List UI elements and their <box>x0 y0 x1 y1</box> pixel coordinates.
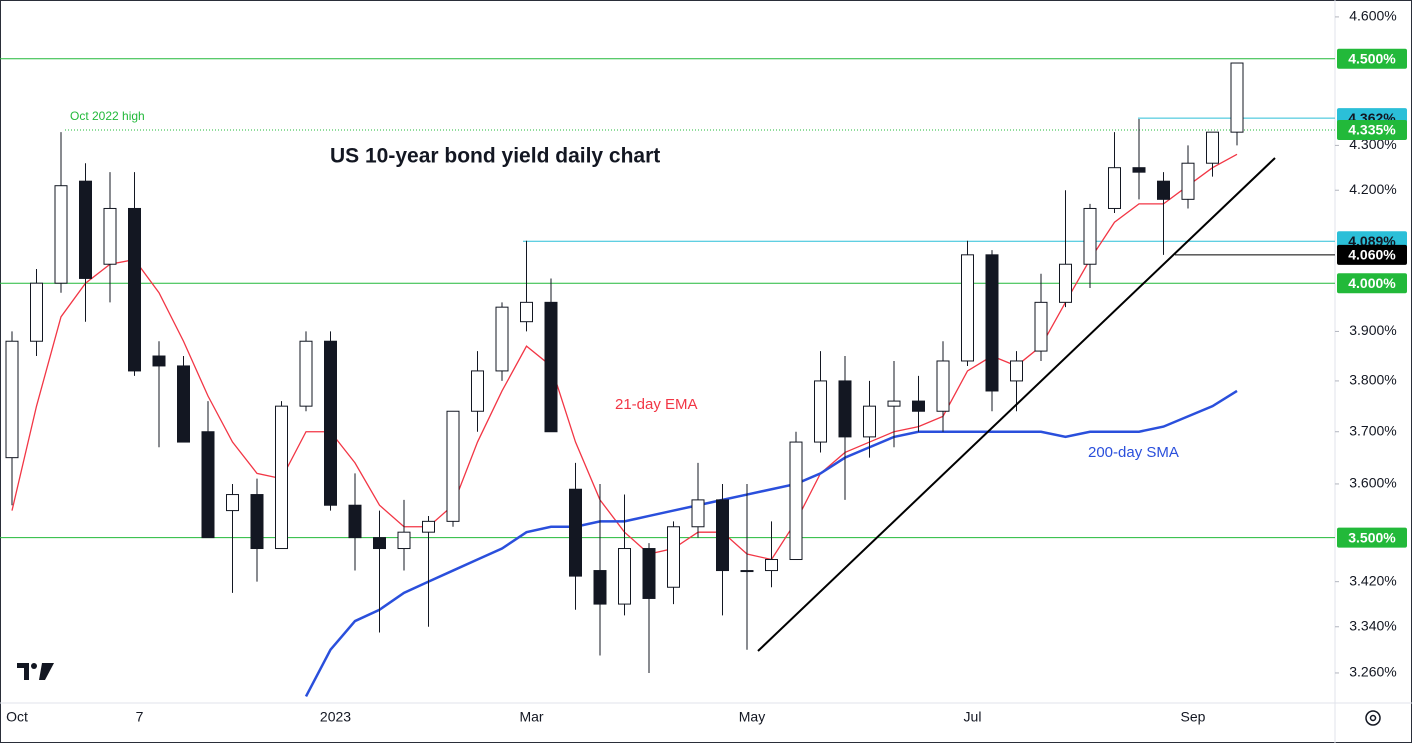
candle-body <box>1157 180 1170 200</box>
x-tick-label: Sep <box>1181 709 1206 725</box>
candle-body <box>1206 131 1219 164</box>
candle-body <box>495 306 509 372</box>
candle-body <box>152 355 166 367</box>
x-tick-label: 2023 <box>320 709 351 725</box>
candle-body <box>79 180 92 279</box>
candle-body <box>667 526 680 588</box>
candle-body <box>569 488 582 577</box>
annotation: Oct 2022 high <box>70 109 145 123</box>
candle-body <box>1059 263 1072 303</box>
x-tick-label: Jul <box>964 709 982 725</box>
y-tick-label: 3.900% <box>1349 322 1396 338</box>
candle-body <box>446 410 460 522</box>
candle-body <box>814 380 827 443</box>
x-tick-label: 7 <box>136 709 144 725</box>
indicator-line <box>304 389 1238 698</box>
candle-body <box>128 207 141 372</box>
level-badge <box>1337 48 1407 69</box>
tv-logo <box>17 663 54 680</box>
candle-body <box>177 365 190 443</box>
candle-body <box>961 254 974 362</box>
candle-body <box>691 499 705 528</box>
candle-body <box>838 380 852 438</box>
chart-title: US 10-year bond yield daily chart <box>330 145 660 168</box>
candle-body <box>1108 167 1121 209</box>
y-tick-label: 4.200% <box>1349 181 1396 197</box>
candle-body <box>887 400 901 407</box>
settings-icon[interactable] <box>1365 710 1381 726</box>
level-badge <box>1337 244 1407 265</box>
level-label: 4.500% <box>1348 50 1396 66</box>
level-badge <box>1337 527 1407 548</box>
candle-body <box>324 340 337 506</box>
candle-body <box>863 405 876 438</box>
candle-body <box>201 431 215 539</box>
candle-body <box>5 340 19 459</box>
candle-body <box>544 301 558 433</box>
candle-body <box>985 254 999 392</box>
level-label: 4.060% <box>1348 247 1396 263</box>
candle-body <box>348 504 362 539</box>
plot-area <box>0 58 1335 698</box>
candle-body <box>789 441 803 561</box>
candle-body <box>422 520 435 533</box>
candle-body <box>593 570 607 605</box>
y-tick-label: 3.420% <box>1349 572 1396 588</box>
candle-body <box>299 340 313 407</box>
candle-body <box>1230 62 1244 133</box>
y-tick-label: 3.340% <box>1349 617 1396 633</box>
candle-body <box>1034 301 1048 352</box>
level-badge <box>1337 273 1407 294</box>
candle-body <box>740 570 754 573</box>
trend-line <box>757 157 1276 652</box>
candle-body <box>912 400 925 412</box>
candle-body <box>936 360 950 412</box>
candle-body <box>226 494 239 512</box>
x-tick-label: May <box>739 709 765 725</box>
line-label: 21-day EMA <box>615 396 698 413</box>
candle-body <box>618 548 631 605</box>
candle-body <box>103 207 117 265</box>
level-label: 4.335% <box>1348 122 1396 138</box>
candle-body <box>1010 360 1023 382</box>
candle-body <box>275 405 288 550</box>
candle-body <box>471 370 484 412</box>
candle-body <box>373 537 386 550</box>
candle-body <box>54 185 68 284</box>
x-tick-label: Oct <box>6 709 28 725</box>
line-label: 200-day SMA <box>1088 444 1179 461</box>
candle-body <box>765 559 778 572</box>
y-tick-label: 3.700% <box>1349 422 1396 438</box>
y-tick-label: 3.600% <box>1349 475 1396 491</box>
candle-body <box>250 494 264 550</box>
candle-body <box>716 499 729 572</box>
y-tick-label: 4.600% <box>1349 8 1396 24</box>
candle-body <box>642 548 656 599</box>
candle-body <box>1083 207 1097 265</box>
candle-body <box>1181 162 1195 200</box>
y-tick-label: 3.800% <box>1349 372 1396 388</box>
level-label: 3.500% <box>1348 529 1396 545</box>
candle-body <box>1132 167 1146 173</box>
level-label: 4.000% <box>1348 275 1396 291</box>
x-tick-label: Mar <box>519 709 543 725</box>
candle-body <box>30 282 43 342</box>
candle-body <box>520 301 533 323</box>
candle-body <box>397 531 411 550</box>
level-badge <box>1337 119 1407 140</box>
y-tick-label: 3.260% <box>1349 664 1396 680</box>
y-tick-label: 4.300% <box>1349 136 1396 152</box>
